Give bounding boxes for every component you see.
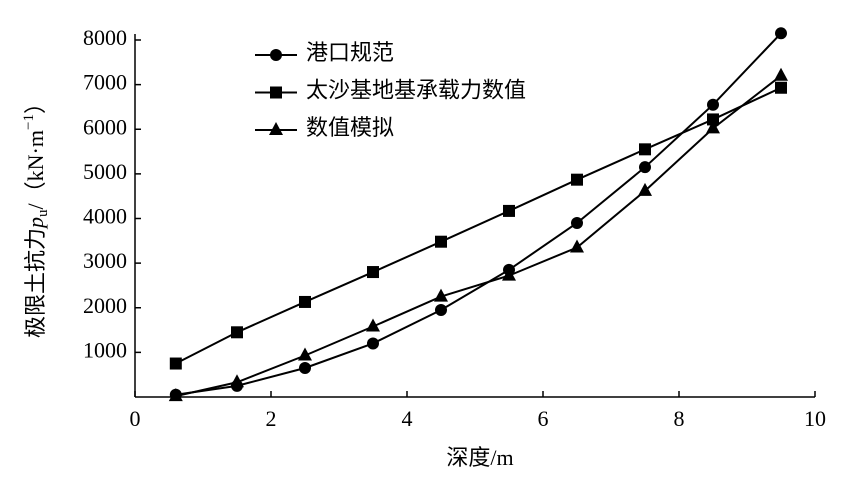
marker [775,27,787,40]
marker [169,357,182,370]
x-tick-label: 8 [674,406,685,431]
marker [366,318,380,332]
y-label-close: ） [23,92,48,114]
legend-label: 数值模拟 [306,115,394,140]
x-tick-label: 6 [538,406,549,431]
marker [435,235,447,248]
series-line [175,86,782,365]
marker [230,374,244,388]
y-label-subscript: u [35,209,51,217]
marker [706,120,720,134]
marker [774,67,788,81]
x-tick-label: 0 [130,406,141,431]
series-line [175,74,782,398]
marker [570,239,584,253]
series-line [175,32,782,396]
marker [434,288,448,302]
x-tick-label: 2 [266,406,277,431]
marker [299,361,311,374]
y-label-unit: /（kN·m [23,130,48,209]
y-tick-label: 5000 [83,159,127,184]
marker [707,98,719,111]
marker [638,182,652,196]
x-axis-label: 深度/m [446,445,513,470]
y-label-exponent: −1 [21,114,37,130]
marker [270,49,282,61]
y-axis-label: 极限土抗力pu/（kN·m−1） [21,92,51,338]
y-label-symbol: p [23,217,48,230]
y-tick-label: 1000 [83,337,127,362]
y-tick-label: 4000 [83,204,127,229]
marker [270,86,282,99]
y-tick-label: 3000 [83,248,127,273]
y-tick-label: 2000 [83,293,127,318]
marker [435,303,447,316]
marker [367,337,379,350]
marker [707,113,719,126]
marker [639,161,651,174]
y-tick-label: 6000 [83,114,127,139]
y-label-text: 极限土抗力 [23,228,48,338]
legend-label: 港口规范 [306,40,394,65]
marker [503,204,515,217]
legend-label: 太沙基地基承载力数值 [306,78,526,103]
marker [231,326,243,339]
marker [775,81,787,94]
x-tick-label: 10 [804,406,826,431]
marker [168,388,183,402]
marker [298,347,312,361]
marker [639,143,651,156]
marker [299,295,311,308]
y-tick-label: 7000 [83,70,127,95]
marker [571,216,583,229]
x-tick-label: 4 [402,406,413,431]
marker [269,122,283,135]
y-tick-label: 8000 [83,25,127,50]
marker [502,267,516,281]
marker [571,173,583,186]
marker [367,266,379,279]
